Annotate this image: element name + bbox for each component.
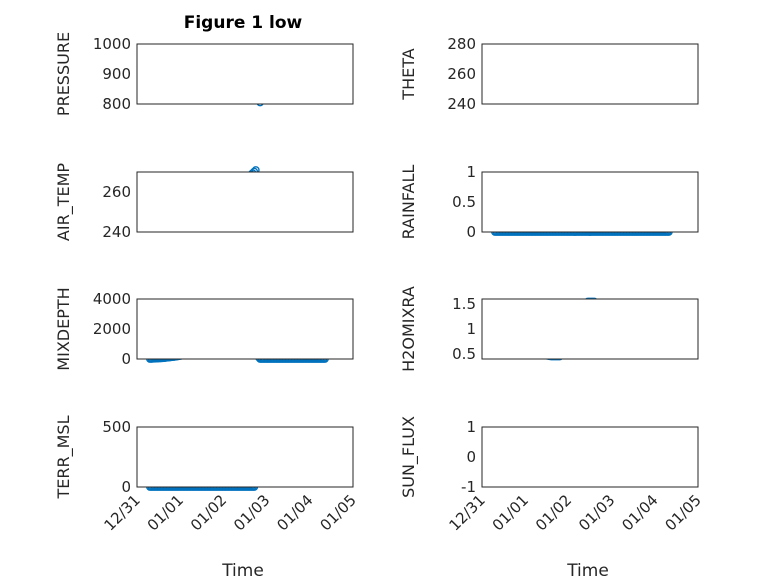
subplot-6: 0.5 1 1.5 H2OMIXRA — [399, 286, 699, 372]
y-axis-label: PRESSURE — [54, 32, 73, 116]
figure-title: Figure 1 low — [184, 13, 303, 33]
y-tick-label: 240 — [102, 223, 131, 241]
x-tick-label: 01/04 — [618, 491, 661, 534]
axis-box — [481, 426, 699, 488]
y-tick-label: 280 — [447, 35, 476, 53]
y-tick-label: 800 — [102, 95, 131, 113]
x-axis-label: Time — [566, 561, 609, 581]
x-tick-label: 01/01 — [489, 491, 532, 534]
axis-box — [481, 298, 699, 360]
x-tick-label: 01/05 — [662, 491, 705, 534]
y-tick-label: 240 — [447, 95, 476, 113]
y-tick-label: 2000 — [93, 320, 131, 338]
x-tick-label: 01/05 — [317, 491, 360, 534]
y-tick-label: 0.5 — [452, 193, 476, 211]
y-axis-label: SUN_FLUX — [399, 416, 419, 498]
x-tick-label: 01/04 — [273, 491, 316, 534]
y-tick-label: 0 — [466, 448, 476, 466]
x-tick-label: 01/02 — [187, 491, 230, 534]
x-tick-label: 01/03 — [230, 491, 273, 534]
y-tick-label: 0 — [121, 478, 131, 496]
y-tick-label: 260 — [102, 183, 131, 201]
y-axis-label: THETA — [399, 48, 418, 100]
y-tick-label: 0.5 — [452, 345, 476, 363]
axis-box — [136, 171, 354, 233]
axis-box — [136, 43, 354, 105]
subplot-8: -1 0 1 SUN_FLUX 12/31 01/01 01/02 01/03 01/04 01/… — [399, 416, 705, 581]
y-tick-label: 1 — [466, 163, 476, 181]
y-tick-label: 0 — [466, 223, 476, 241]
y-tick-label: 1.5 — [452, 295, 476, 313]
y-axis-label: TERR_MSL — [54, 415, 74, 499]
x-tick-label: 01/01 — [144, 491, 187, 534]
axis-box — [136, 426, 354, 488]
subplot-5: 0 2000 4000 MIXDEPTH — [54, 287, 354, 371]
y-axis-label: AIR_TEMP — [54, 163, 74, 241]
y-tick-label: 1 — [466, 418, 476, 436]
x-tick-label: 12/31 — [446, 491, 489, 534]
y-tick-label: 4000 — [93, 290, 131, 308]
subplot-1: 800 900 1000 PRESSURE — [54, 32, 354, 116]
y-tick-label: 1000 — [93, 35, 131, 53]
y-axis-label: H2OMIXRA — [399, 286, 418, 372]
x-axis-label: Time — [221, 561, 264, 581]
x-tick-label: 01/02 — [532, 491, 575, 534]
subplot-7: 0 500 TERR_MSL 12/31 01/01 01/02 01/03 01/04 01/… — [54, 415, 360, 581]
y-axis-label: MIXDEPTH — [54, 287, 73, 370]
subplot-4: 0 0.5 1 RAINFALL — [399, 163, 699, 241]
x-tick-label: 01/03 — [575, 491, 618, 534]
y-tick-label: 1 — [466, 320, 476, 338]
subplot-3: 240 260 AIR_TEMP — [54, 163, 354, 241]
y-tick-label: 0 — [121, 350, 131, 368]
x-tick-label: 12/31 — [101, 491, 144, 534]
y-tick-label: 900 — [102, 65, 131, 83]
y-axis-label: RAINFALL — [399, 165, 418, 240]
axis-box — [481, 171, 699, 233]
y-tick-label: 260 — [447, 65, 476, 83]
axis-box — [481, 43, 699, 105]
axis-box — [136, 298, 354, 360]
y-tick-label: 500 — [102, 418, 131, 436]
subplot-2: 240 260 280 THETA — [399, 35, 699, 113]
y-tick-label: -1 — [461, 478, 476, 496]
